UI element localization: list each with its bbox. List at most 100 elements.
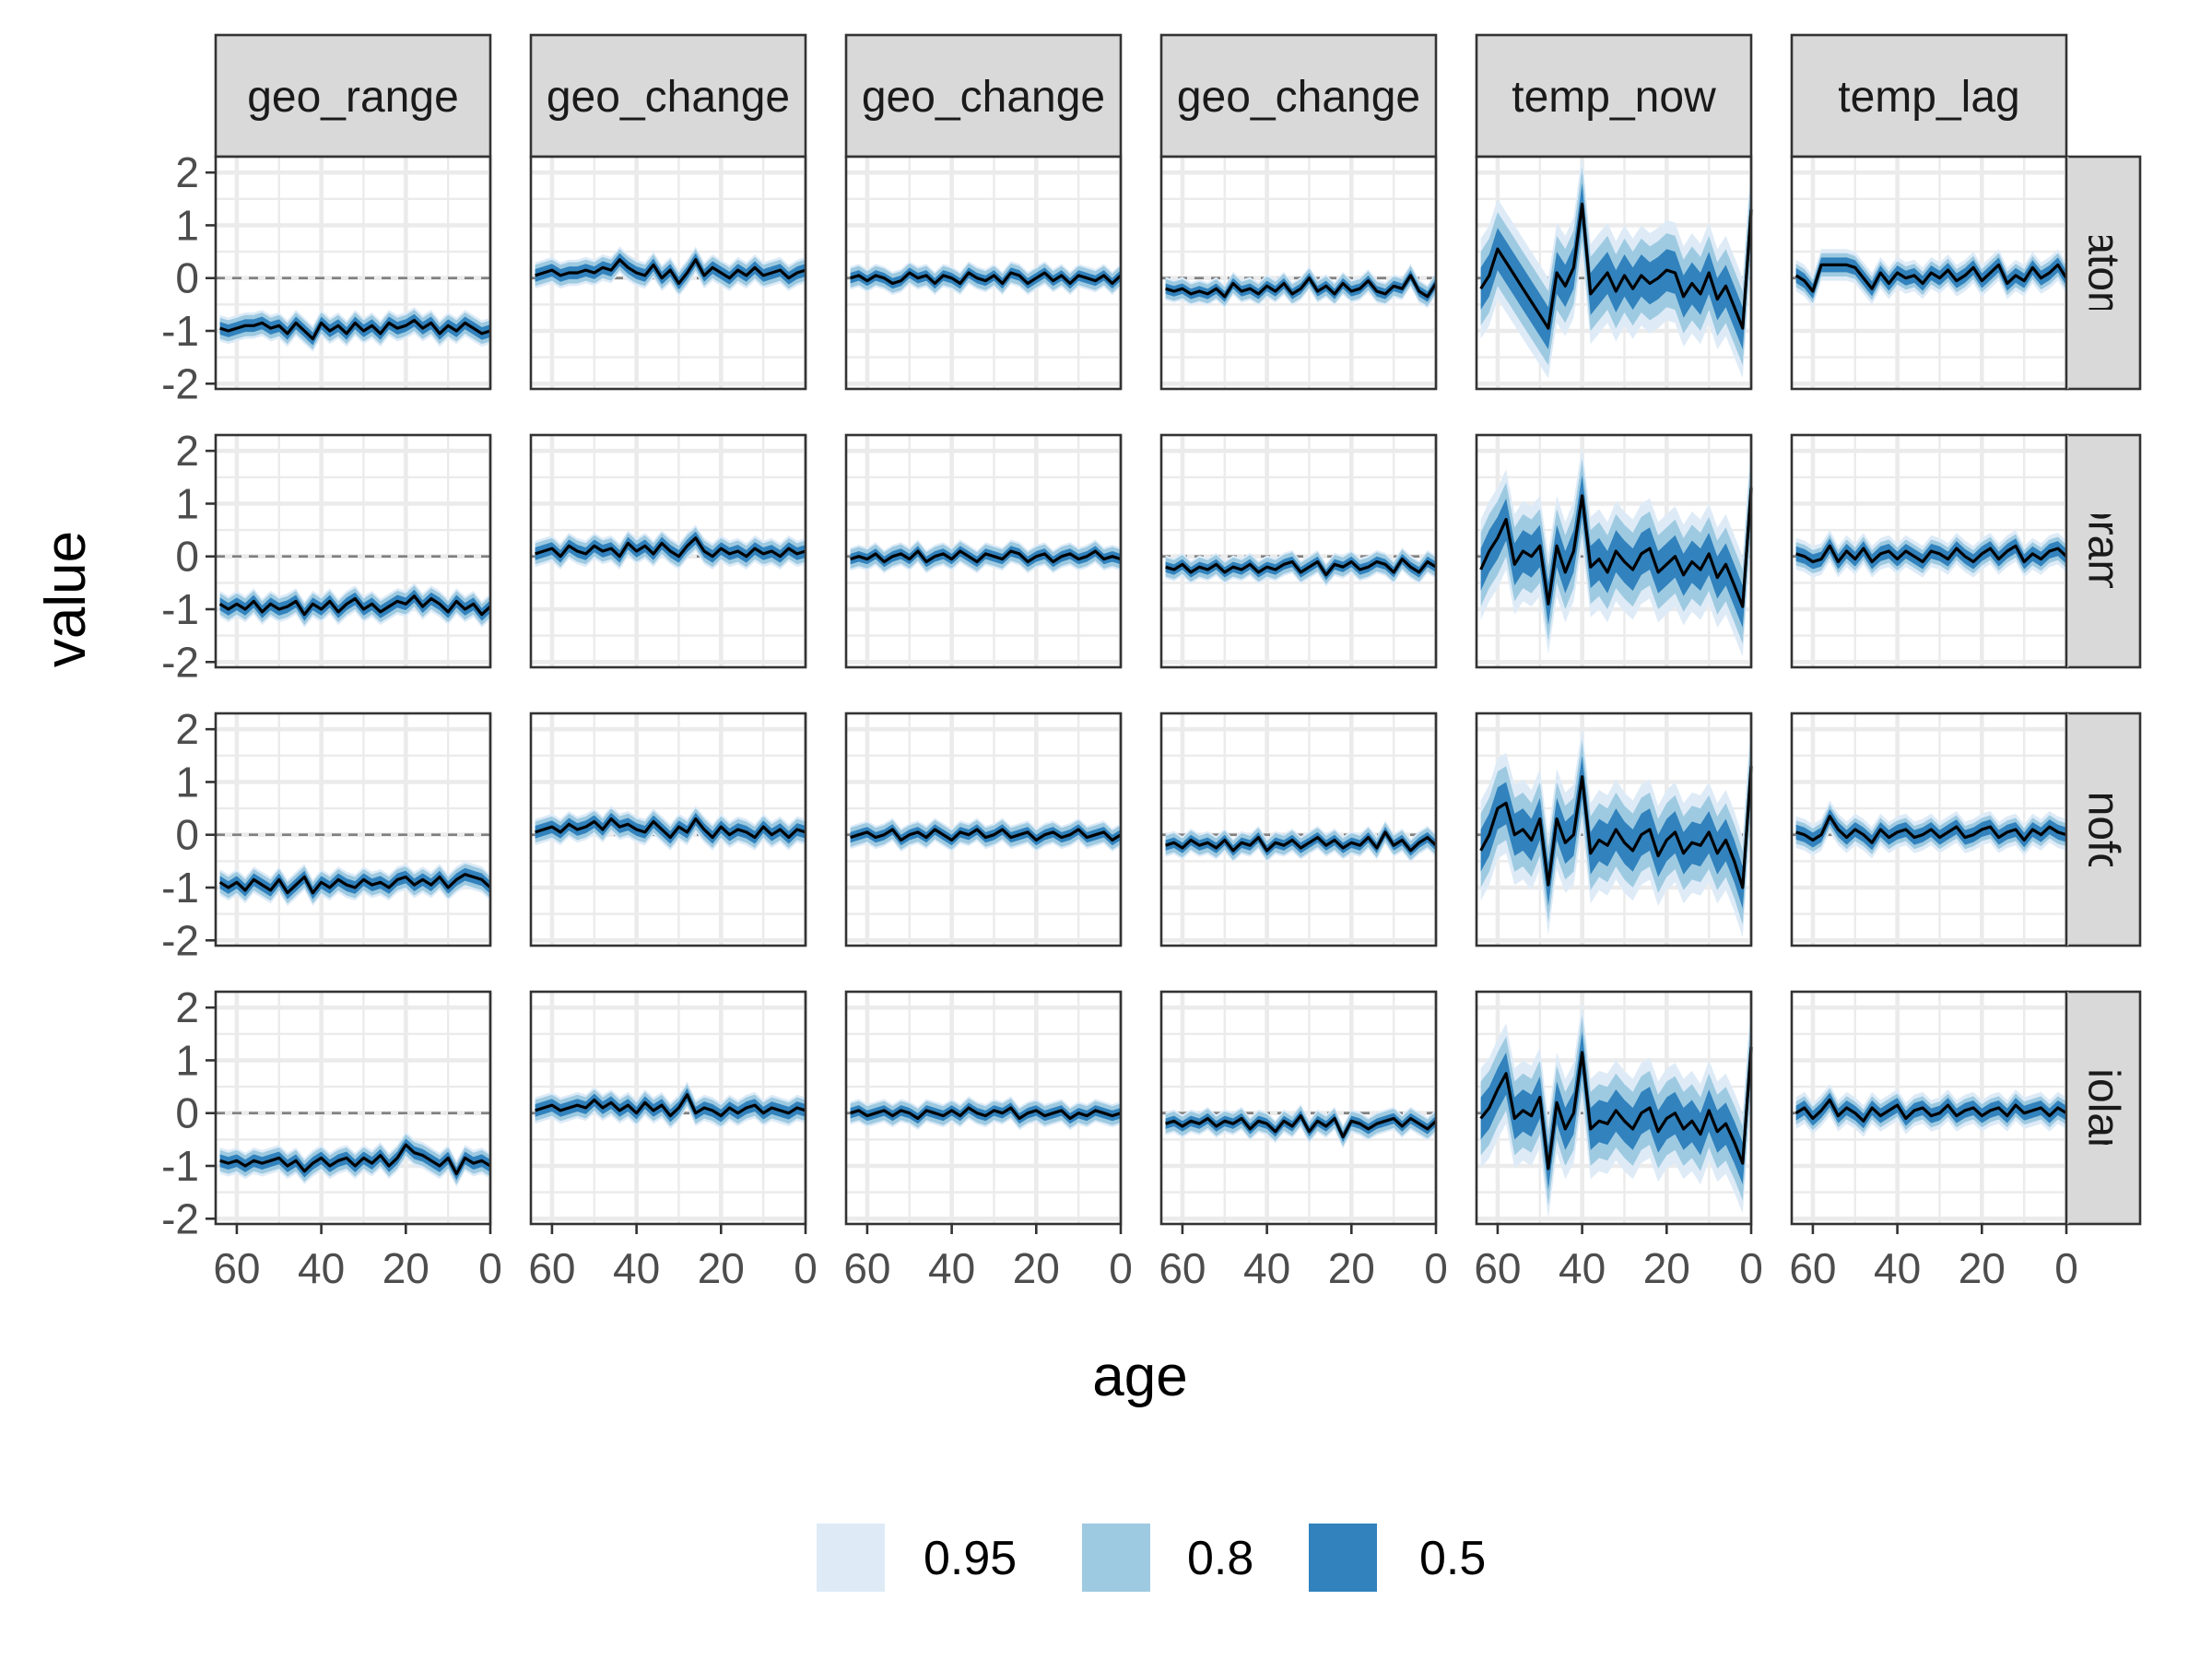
panel-background [216,713,490,946]
y-tick-label: 0 [175,1089,199,1137]
legend-key-0.95 [817,1524,885,1592]
panel-background [216,435,490,667]
panel-border [1159,990,1438,1226]
legend: 0.95 0.8 0.5 [817,1524,1486,1592]
series-line [1794,263,2068,293]
panel-background [1161,435,1436,667]
series-line [850,271,1123,286]
panel-nannofossil-2 [844,712,1124,947]
legend-key-0.5 [1309,1524,1377,1592]
panel-border [1159,433,1438,669]
x-tick-label: 20 [382,1244,429,1292]
y-tick-label: 2 [175,983,199,1031]
panel-border [529,712,807,947]
facet-strip-radiolarian: radiolarian [2065,990,2142,1226]
facet-strip-label: diatoms [2079,195,2128,350]
x-tick-label: 0 [478,1244,502,1292]
y-axis-title: value [34,531,98,667]
ribbon-0.8 [1165,1106,1436,1147]
legend-label: 0.95 [924,1532,1017,1585]
y-tick-label: 2 [175,427,199,475]
panel-border [214,433,492,669]
panel-forams-2 [844,433,1124,669]
x-axis-col-1: 60 40 20 0 [528,1224,818,1292]
facet-strip-background [2065,990,2142,1226]
x-tick-label: 40 [298,1244,345,1292]
series-line [1165,1114,1438,1139]
x-tick-label: 40 [613,1244,660,1292]
panel-forams-4 [1475,433,1754,669]
x-axis-col-4: 60 40 20 0 [1474,1224,1763,1292]
panel-forams-1 [529,433,808,669]
ribbon-0.5 [1480,466,1751,628]
series-line [219,318,491,341]
ribbon-0.8 [219,585,490,626]
x-tick-label: 20 [1959,1244,2006,1292]
panel-forams-5 [1790,433,2069,669]
x-tick-label: 0 [1109,1244,1133,1292]
series-line [535,1093,806,1118]
panel-radiolarian-5 [1790,990,2069,1226]
y-tick-label: 1 [175,758,199,806]
x-tick-label: 0 [1424,1244,1448,1292]
ribbon-0.5 [219,313,490,346]
panel-diatoms-3 [1159,155,1439,391]
x-tick-label: 40 [1243,1244,1290,1292]
panel-border [214,990,492,1226]
series-line [1165,558,1437,577]
panel-background [216,992,490,1224]
ribbon-0.5 [850,824,1121,846]
facet-strip-background [2065,155,2142,391]
panel-border [529,990,807,1226]
series-line [1479,488,1753,608]
panel-diatoms-1 [529,155,808,391]
panel-border [1475,155,1753,391]
ribbon-0.5 [1480,182,1751,349]
panel-border [1475,990,1753,1226]
y-tick-label: -2 [161,1194,199,1242]
series-line [535,817,806,840]
panel-border [1790,990,2068,1226]
panel-diatoms-5 [1790,155,2069,391]
panel-diatoms-0 [214,155,493,391]
facet-strip-background [1790,33,2068,159]
y-tick-label: 1 [175,1036,199,1084]
panel-border [844,990,1123,1226]
y-tick-label: 0 [175,811,199,859]
panel-border [1159,155,1438,391]
panel-nannofossil-5 [1790,712,2069,947]
panel-border [844,712,1123,947]
panel-border [844,433,1123,669]
y-axis-row-forams: 21 0-1 -2 [161,427,216,686]
ribbon-0.5 [219,1138,490,1181]
series-line [218,594,492,617]
x-axis-col-0: 60 40 20 0 [213,1224,502,1292]
panel-border [214,712,492,947]
ribbon-0.5 [1480,745,1751,909]
x-tick-label: 40 [1874,1244,1921,1292]
panel-radiolarian-0 [214,990,493,1226]
y-tick-label: -1 [161,864,199,912]
panel-radiolarian-2 [844,990,1124,1226]
panel-diatoms-2 [844,155,1124,391]
facet-strip-label: geo_range [247,73,459,122]
ribbon-0.5 [1165,553,1436,581]
panel-radiolarian-1 [529,990,808,1226]
y-axis-row-radiolarian: 2 1 0 -1-2 [161,983,216,1242]
y-axis-row-nannofossil: 2 1 0 -1-2 [161,705,216,964]
ribbon-0.8 [1165,549,1436,585]
series-line [1795,544,2068,564]
facet-strip-background [844,33,1123,159]
ribbon-0.5 [535,531,806,563]
facet-strip-background [1159,33,1438,159]
facet-strip-temp_now: temp_now [1475,33,1753,159]
y-axis-row-diatoms: 2 1 0 -1-2 [161,148,216,407]
y-tick-label: -1 [161,585,199,633]
x-tick-label: 60 [528,1244,575,1292]
facet-strip-label: nannofossil [2079,718,2128,942]
x-tick-label: 0 [794,1244,818,1292]
facet-strip-label: temp_lag [1838,73,2019,122]
series-line [535,536,806,559]
y-tick-label: -2 [161,638,199,686]
panel-border [1790,712,2068,947]
